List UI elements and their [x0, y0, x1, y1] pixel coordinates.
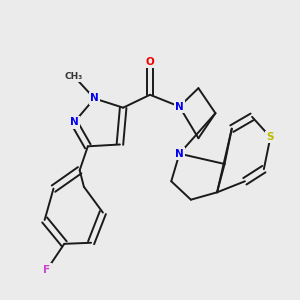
Text: N: N: [175, 102, 184, 112]
Text: S: S: [267, 132, 274, 142]
Text: N: N: [70, 117, 79, 128]
Text: N: N: [90, 94, 99, 103]
Text: N: N: [175, 149, 184, 159]
Text: O: O: [146, 57, 154, 67]
Text: F: F: [44, 265, 50, 275]
Text: CH₃: CH₃: [65, 72, 83, 81]
